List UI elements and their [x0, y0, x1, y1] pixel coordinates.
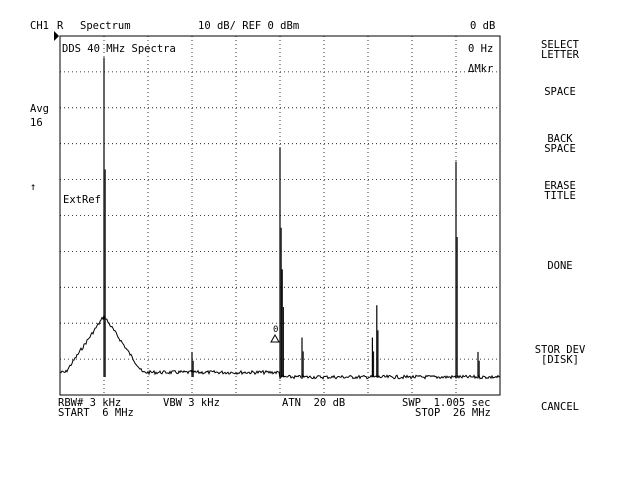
- start-frequency: START 6 MHz: [58, 407, 134, 419]
- stop-frequency: STOP 26 MHz: [415, 407, 491, 419]
- sweep-time-label: SWP 1.005 sec: [402, 397, 491, 409]
- marker-frequency: 0 Hz: [468, 43, 494, 55]
- softkey-done[interactable]: DONE: [547, 260, 573, 272]
- softkey-back-space[interactable]: BACK SPACE: [544, 133, 576, 155]
- svg-text:0: 0: [273, 325, 278, 335]
- softkey-select-letter[interactable]: SELECT LETTER: [541, 39, 579, 61]
- softkey-store-device[interactable]: STOR DEV [DISK]: [534, 344, 586, 366]
- average-label: Avg: [30, 103, 49, 115]
- mode-label: Spectrum: [80, 20, 131, 32]
- marker-level: 0 dB: [470, 20, 496, 32]
- delta-marker-icon: 0: [270, 325, 280, 343]
- reference-arrow-icon: ↑: [30, 181, 37, 193]
- measurement-label: R: [57, 20, 64, 32]
- reference-level-marker: [54, 31, 59, 41]
- spectrum-trace: [59, 313, 501, 380]
- marker-mode: ΔMkr: [468, 63, 494, 75]
- average-count: 16: [30, 117, 43, 129]
- softkey-erase-title[interactable]: ERASE TITLE: [544, 180, 576, 202]
- channel-label: CH1: [30, 20, 49, 32]
- spectrum-peaks: [103, 57, 480, 378]
- softkey-space[interactable]: SPACE: [544, 86, 576, 98]
- vbw-label: VBW 3 kHz: [163, 397, 220, 409]
- softkey-cancel[interactable]: CANCEL: [541, 401, 579, 413]
- scale-label: 10 dB/ REF 0 dBm: [198, 20, 300, 32]
- attenuation-label: ATN 20 dB: [282, 397, 346, 409]
- screen-title: DDS 40 MHz Spectra: [62, 43, 176, 55]
- external-reference-label: ExtRef: [63, 194, 101, 206]
- rbw-label: RBW# 3 kHz: [58, 397, 122, 409]
